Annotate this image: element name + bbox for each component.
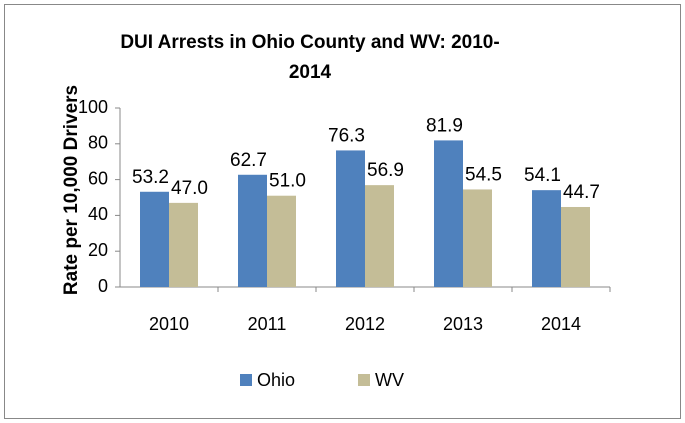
chart-border: [4, 4, 681, 419]
value-label: 76.3: [328, 125, 365, 146]
value-label: 44.7: [563, 182, 600, 203]
x-tick-label: 2010: [149, 314, 189, 334]
bar: [267, 195, 296, 287]
value-label: 54.1: [524, 165, 561, 186]
legend-label: Ohio: [257, 370, 295, 390]
y-tick-label: 100: [78, 97, 108, 117]
bar: [336, 150, 365, 287]
x-tick-label: 2011: [248, 314, 287, 334]
y-axis-title: Rate per 10,000 Drivers: [61, 85, 82, 295]
legend-swatch: [358, 374, 370, 386]
value-label: 53.2: [132, 167, 169, 188]
bar: [140, 191, 169, 287]
legend-swatch: [240, 374, 252, 386]
bar: [434, 140, 463, 287]
y-tick-label: 40: [88, 204, 108, 224]
x-tick-label: 2013: [443, 314, 483, 334]
bar: [561, 206, 590, 287]
value-label: 62.7: [230, 150, 267, 171]
bar: [238, 174, 267, 287]
bar: [365, 185, 394, 287]
value-label: 47.0: [171, 178, 208, 199]
x-tick-label: 2014: [541, 314, 581, 334]
legend-label: WV: [375, 370, 404, 390]
y-tick-label: 60: [88, 168, 108, 188]
value-label: 81.9: [426, 115, 463, 136]
bar: [463, 189, 492, 287]
value-label: 51.0: [269, 171, 306, 192]
y-tick-label: 20: [88, 240, 108, 260]
value-label: 56.9: [367, 160, 404, 181]
bar: [532, 190, 561, 287]
chart-title: DUI Arrests in Ohio County and WV: 2010-…: [120, 32, 500, 83]
y-tick-label: 80: [88, 133, 108, 153]
value-label: 54.5: [465, 164, 502, 185]
y-tick-label: 0: [98, 276, 108, 296]
bar: [169, 202, 198, 287]
x-tick-label: 2012: [345, 314, 385, 334]
